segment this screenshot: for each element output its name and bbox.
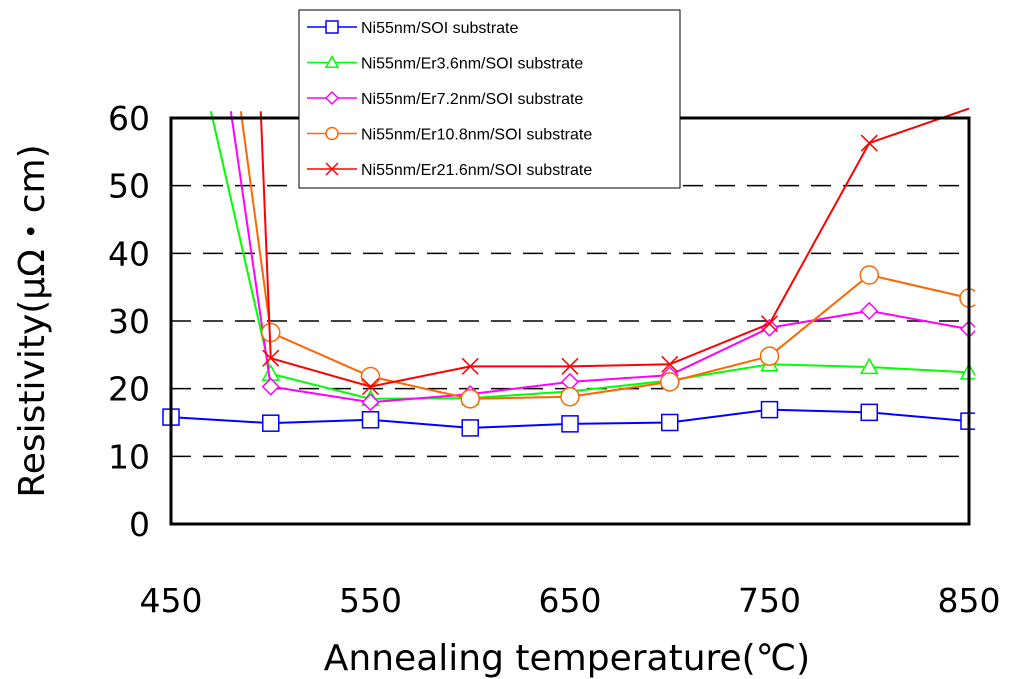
data-point [859,357,879,375]
y-axis-ticks: 0 10 20 30 40 50 60 [108,99,150,544]
data-point [262,349,280,367]
legend-box [298,9,681,189]
data-point [760,315,779,333]
legend-label: Ni55nm/SOI substrate [361,20,519,37]
x-tick-label: 750 [738,581,801,620]
legend: Ni55nm/SOI substrate Ni55nm/Er3.6nm/SOI s… [298,9,681,189]
legend-entry: Ni55nm/SOI substrate [307,20,519,37]
data-point [261,377,280,396]
legend-entry: Ni55nm/Er7.2nm/SOI substrate [307,90,583,108]
data-point [460,389,480,409]
x-tick-label: 850 [938,581,1001,620]
legend-label: Ni55nm/Er3.6nm/SOI substrate [361,56,583,73]
data-point [860,301,879,320]
y-tick-label: 50 [108,167,150,206]
legend-marker [325,126,339,141]
y-tick-label: 40 [108,234,150,273]
data-point [661,355,679,373]
legend-label: Ni55nm/Er7.2nm/SOI substrate [361,91,583,108]
y-tick-label: 10 [108,437,150,476]
data-point [661,413,679,432]
data-point [361,378,380,396]
legend-label: Ni55nm/Er10.8nm/SOI substrate [361,127,592,144]
data-point [561,415,579,433]
data-point [859,265,879,285]
data-point [360,366,381,387]
data-point [361,393,380,412]
legend-marker [325,162,339,176]
x-axis-title: Annealing temperature(℃) [324,638,810,679]
data-point [561,357,579,375]
x-tick-label: 650 [539,581,602,620]
data-point [660,372,680,392]
y-tick-label: 30 [108,302,150,341]
y-tick-label: 60 [108,99,150,138]
legend-marker [325,20,339,34]
data-point [860,134,878,152]
series-1 [162,400,975,437]
data-point [361,411,380,429]
legend-marker [324,90,340,106]
series-5 [259,107,970,396]
y-tick-label: 0 [129,505,150,544]
data-point [461,419,479,437]
x-tick-label: 550 [339,581,402,620]
legend-entry: Ni55nm/Er3.6nm/SOI substrate [307,54,583,73]
y-axis-title: Resistivity(μΩ・cm) [12,144,53,497]
data-point [860,403,878,422]
data-point [461,357,479,375]
data-point [262,414,280,432]
legend-entries: Ni55nm/SOI substrate Ni55nm/Er3.6nm/SOI s… [307,20,592,179]
data-point [560,387,580,407]
legend-marker [324,54,340,69]
legend-label: Ni55nm/Er21.6nm/SOI substrate [361,162,592,179]
legend-entry: Ni55nm/Er10.8nm/SOI substrate [307,127,592,144]
data-point [760,400,779,419]
x-tick-label: 450 [140,581,203,620]
data-point [759,346,780,366]
legend-entry: Ni55nm/Er21.6nm/SOI substrate [307,162,592,179]
y-tick-label: 20 [108,370,150,409]
x-axis-ticks: 450 550 650 750 850 [140,581,1001,620]
